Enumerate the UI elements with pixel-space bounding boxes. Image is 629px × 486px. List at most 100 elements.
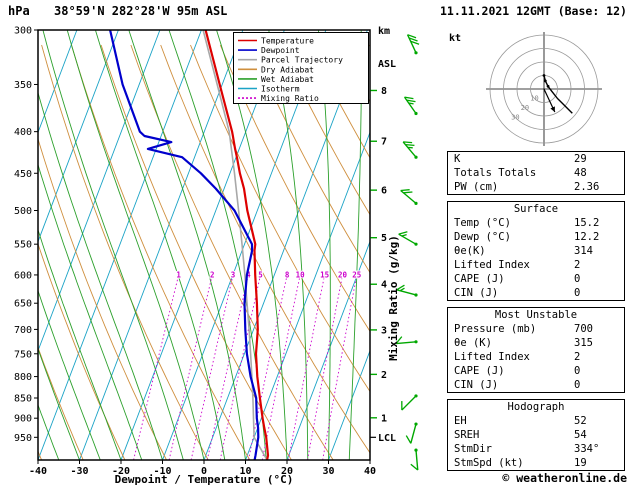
stat-row-cin-j-: CIN (J) 0 (448, 378, 624, 392)
km-label: km (378, 26, 391, 37)
svg-text:20: 20 (281, 466, 293, 477)
stat-label: Totals Totals (454, 167, 537, 179)
svg-text:-10: -10 (153, 466, 171, 477)
svg-text:8: 8 (285, 270, 290, 279)
km-asl-axis-label: km ASL (378, 4, 402, 92)
stat-label: Dewp (°C) (454, 231, 511, 243)
svg-text:2: 2 (381, 370, 387, 381)
asl-label: ASL (378, 59, 397, 70)
wet-adiabat-lines (38, 30, 370, 460)
stat-row-cape-j-: CAPE (J) 0 (448, 364, 624, 378)
stats-section: K 29 Totals Totals 48 PW (cm) 2.36 (447, 151, 625, 195)
stats-section-header: Surface (513, 203, 559, 215)
stat-label: StmDir (454, 443, 492, 455)
stat-row-pw-cm-: PW (cm) 2.36 (448, 180, 624, 194)
stats-section-header: Most Unstable (494, 309, 578, 321)
svg-text:40: 40 (364, 466, 376, 477)
svg-text:1: 1 (381, 413, 387, 424)
stat-label: StmSpd (kt) (454, 457, 524, 469)
svg-text:20: 20 (338, 270, 348, 279)
stat-label: CAPE (J) (454, 365, 505, 377)
km-axis: 8 7 6 5 4 3 2 1 (370, 86, 387, 438)
stat-label: CAPE (J) (454, 273, 505, 285)
hodograph: 10 20 30 (486, 32, 602, 146)
svg-text:5: 5 (258, 270, 263, 279)
stat-row-dewp-c-: Dewp (°C) 12.2 (448, 230, 624, 244)
run-datetime: 11.11.2021 12GMT (Base: 12) (440, 4, 627, 18)
stat-value: 0 (574, 365, 581, 377)
stat-label: SREH (454, 429, 480, 441)
stats-section-surface: Surface Temp (°C) 15.2 Dewp (°C) 12.2 θe(K) 31… (447, 201, 625, 301)
stat-label: Pressure (mb) (454, 323, 537, 335)
svg-text:350: 350 (14, 80, 32, 91)
svg-text:650: 650 (14, 299, 32, 310)
svg-text:-20: -20 (112, 466, 130, 477)
station-title: 38°59'N 282°28'W 95m ASL (54, 4, 228, 18)
svg-text:500: 500 (14, 206, 32, 217)
svg-text:850: 850 (14, 394, 32, 405)
svg-text:15: 15 (320, 270, 329, 279)
stat-value: 0 (574, 273, 581, 285)
stat-value: 12.2 (574, 231, 600, 243)
stat-label: CIN (J) (454, 287, 499, 299)
svg-text:8: 8 (381, 86, 387, 97)
stat-row-stmspd-kt-: StmSpd (kt) 19 (448, 456, 624, 470)
svg-text:0: 0 (201, 466, 207, 477)
stat-value: 334° (574, 443, 600, 455)
stats-panel: K 29 Totals Totals 48 PW (cm) 2.36 Surface Temp… (447, 151, 625, 477)
svg-text:Parcel Trajectory: Parcel Trajectory (261, 56, 343, 65)
svg-text:Dry Adiabat: Dry Adiabat (261, 65, 314, 74)
lcl-label: LCL (378, 433, 396, 444)
stat-row-lifted-index: Lifted Index 2 (448, 258, 624, 272)
svg-text:4: 4 (246, 270, 251, 279)
stat-label: CIN (J) (454, 379, 499, 391)
svg-text:900: 900 (14, 414, 32, 425)
stat-row-pressure-mb-: Pressure (mb) 700 (448, 322, 624, 336)
svg-text:5: 5 (381, 233, 387, 244)
stat-value: 314 (574, 245, 593, 257)
svg-text:10: 10 (296, 270, 306, 279)
stat-value: 0 (574, 379, 581, 391)
stat-row-lifted-index: Lifted Index 2 (448, 350, 624, 364)
svg-text:-40: -40 (29, 466, 47, 477)
stat-value: 54 (574, 429, 587, 441)
stat-row-stmdir: StmDir 334° (448, 442, 624, 456)
stat-row-temp-c-: Temp (°C) 15.2 (448, 216, 624, 230)
svg-text:Isotherm: Isotherm (261, 85, 300, 94)
svg-text:20: 20 (521, 104, 529, 112)
svg-text:3: 3 (381, 325, 387, 336)
stat-value: 29 (574, 153, 587, 165)
svg-text:30: 30 (511, 114, 519, 122)
svg-text:550: 550 (14, 240, 32, 251)
svg-text:400: 400 (14, 127, 32, 138)
stats-section-most-unstable: Most Unstable Pressure (mb) 700 θe (K) 315 Li… (447, 307, 625, 393)
stat-row-sreh: SREH 54 (448, 428, 624, 442)
svg-text:950: 950 (14, 433, 32, 444)
stat-row--e-k-: θe(K) 314 (448, 244, 624, 258)
stat-label: K (454, 153, 461, 165)
stat-value: 19 (574, 457, 587, 469)
stat-row--e-k-: θe (K) 315 (448, 336, 624, 350)
svg-text:10: 10 (239, 466, 251, 477)
stat-row-cape-j-: CAPE (J) 0 (448, 272, 624, 286)
stat-label: Lifted Index (454, 259, 530, 271)
stat-value: 52 (574, 415, 587, 427)
mixing-ratio-axis-label: Mixing Ratio (g/kg) (387, 235, 400, 361)
svg-text:7: 7 (381, 137, 387, 148)
wind-barb-column (395, 34, 420, 471)
stat-label: θe (K) (454, 337, 492, 349)
svg-text:Wet Adiabat: Wet Adiabat (261, 75, 314, 84)
svg-text:Dewpoint: Dewpoint (261, 46, 300, 55)
stat-row-cin-j-: CIN (J) 0 (448, 286, 624, 300)
svg-text:4: 4 (381, 280, 387, 291)
stats-section-hodograph: Hodograph EH 52 SREH 54 StmDir 334° StmSpd (kt)… (447, 399, 625, 471)
svg-text:300: 300 (14, 26, 32, 37)
stat-value: 700 (574, 323, 593, 335)
svg-text:6: 6 (381, 186, 387, 197)
stat-value: 0 (574, 287, 581, 299)
stats-section-header: Hodograph (507, 401, 565, 413)
stat-value: 315 (574, 337, 593, 349)
stat-label: PW (cm) (454, 181, 499, 193)
watermark: © weatheronline.de (502, 471, 627, 485)
